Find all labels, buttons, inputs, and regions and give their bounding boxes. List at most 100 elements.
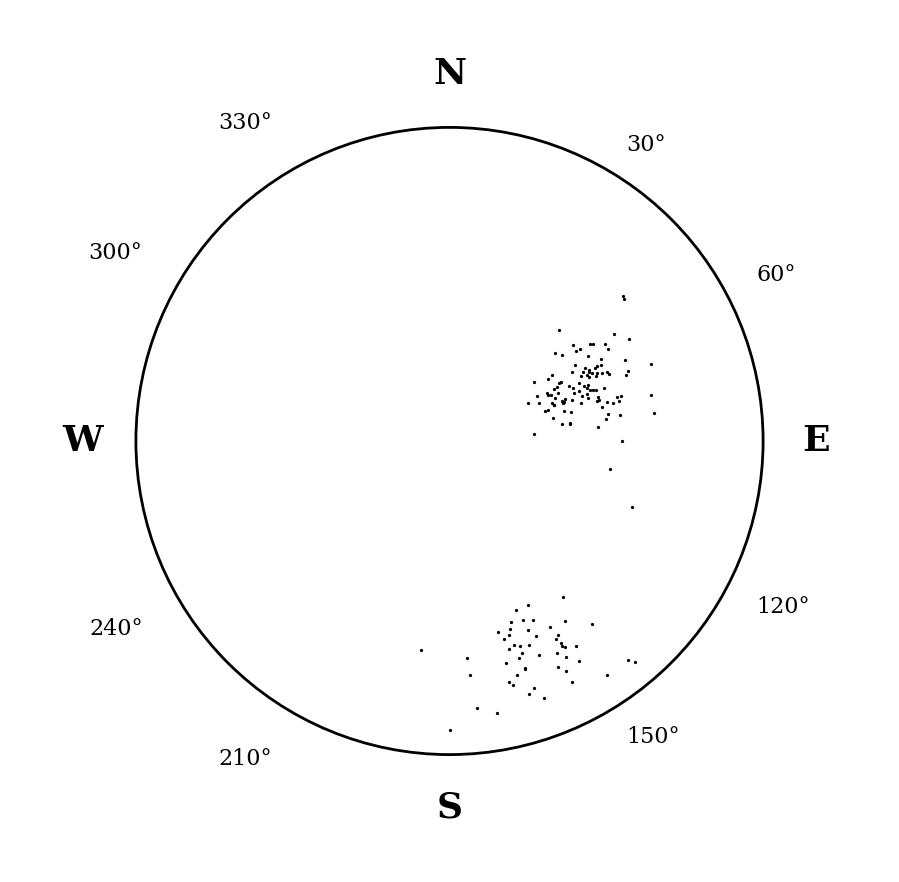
Point	[614, 389, 628, 403]
Point	[583, 384, 597, 398]
Point	[565, 392, 580, 407]
Point	[589, 369, 603, 383]
Point	[582, 370, 596, 384]
Point	[545, 368, 559, 382]
Point	[644, 356, 658, 370]
Point	[546, 411, 560, 425]
Point	[615, 434, 629, 448]
Point	[565, 675, 579, 689]
Point	[527, 375, 541, 389]
Point	[502, 675, 516, 689]
Point	[644, 387, 658, 401]
Point	[503, 642, 517, 656]
Point	[598, 337, 612, 351]
Point	[647, 406, 662, 420]
Point	[620, 364, 635, 378]
Point	[562, 379, 576, 393]
Point	[566, 338, 581, 352]
Point	[566, 385, 581, 400]
Point	[603, 462, 618, 476]
Point	[549, 632, 564, 647]
Point	[548, 391, 563, 405]
Point	[565, 365, 579, 379]
Point	[521, 395, 535, 409]
Point	[600, 395, 614, 409]
Point	[539, 386, 554, 400]
Point	[531, 396, 546, 410]
Point	[509, 603, 523, 617]
Point	[592, 420, 606, 434]
Point	[581, 392, 595, 406]
Point	[563, 416, 577, 430]
Point	[607, 327, 621, 341]
Point	[540, 371, 555, 385]
Point	[581, 378, 595, 392]
Point	[619, 368, 633, 382]
Point	[556, 395, 570, 409]
Point	[572, 384, 586, 398]
Point	[521, 639, 536, 653]
Point	[625, 500, 639, 514]
Point	[599, 412, 613, 426]
Point	[581, 349, 595, 363]
Point	[554, 375, 568, 389]
Point	[582, 363, 596, 377]
Point	[580, 386, 594, 400]
Point	[547, 382, 561, 396]
Point	[590, 366, 604, 380]
Point	[555, 348, 569, 362]
Point	[606, 395, 620, 409]
Point	[612, 407, 627, 422]
Point	[502, 628, 516, 642]
Point	[527, 681, 541, 695]
Point	[518, 662, 532, 676]
Point	[459, 651, 474, 665]
Point	[552, 323, 566, 337]
Point	[551, 385, 565, 400]
Point	[589, 383, 603, 397]
Point	[595, 400, 610, 414]
Point	[585, 617, 600, 632]
Point	[550, 379, 565, 393]
Text: 240°: 240°	[89, 618, 143, 640]
Point	[504, 615, 519, 629]
Point	[554, 636, 568, 650]
Point	[503, 622, 518, 636]
Point	[597, 381, 611, 395]
Point	[512, 639, 527, 654]
Point	[574, 389, 589, 403]
Point	[491, 625, 505, 639]
Point	[551, 660, 565, 674]
Point	[585, 383, 600, 397]
Point	[574, 370, 588, 384]
Point	[490, 706, 504, 720]
Point	[590, 394, 604, 408]
Point	[576, 364, 591, 378]
Point	[585, 366, 600, 380]
Point	[544, 388, 558, 402]
Point	[572, 654, 586, 668]
Text: 300°: 300°	[89, 242, 143, 264]
Text: E: E	[803, 424, 830, 458]
Point	[551, 628, 565, 642]
Point	[556, 395, 571, 409]
Point	[558, 639, 573, 654]
Text: 120°: 120°	[756, 596, 810, 618]
Point	[628, 655, 642, 669]
Point	[512, 651, 526, 665]
Point	[590, 359, 604, 373]
Point	[595, 366, 610, 380]
Point	[583, 337, 597, 351]
Point	[593, 352, 608, 366]
Point	[521, 623, 535, 637]
Point	[621, 333, 636, 347]
Point	[600, 365, 614, 379]
Point	[564, 416, 578, 430]
Point	[564, 405, 578, 419]
Point	[414, 643, 428, 657]
Point	[586, 338, 601, 352]
Point	[552, 377, 566, 391]
Point	[565, 381, 580, 395]
Point	[540, 403, 555, 417]
Point	[582, 365, 596, 379]
